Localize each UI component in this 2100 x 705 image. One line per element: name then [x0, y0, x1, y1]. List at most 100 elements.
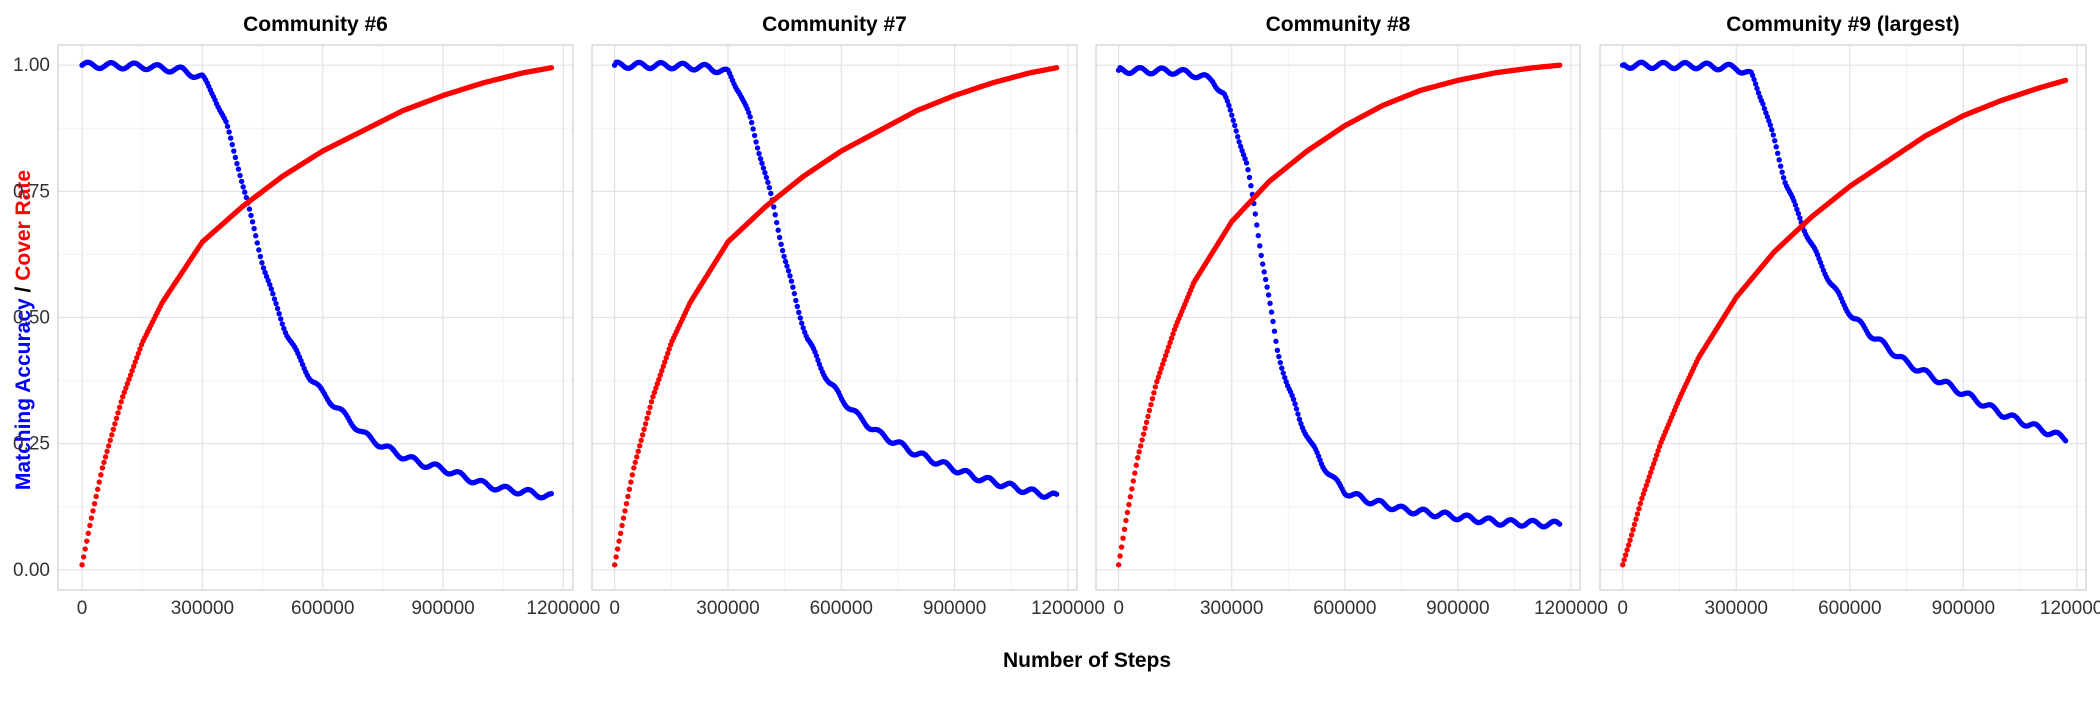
data-point: [124, 381, 131, 387]
data-point: [226, 129, 232, 135]
data-point: [1120, 535, 1126, 541]
panel-border: [1599, 44, 2087, 591]
x-tick-label: 0: [1617, 598, 1628, 619]
x-tick-label: 600000: [810, 598, 873, 619]
data-point: [1631, 521, 1638, 528]
data-point: [1643, 482, 1650, 489]
data-point: [1296, 416, 1303, 422]
data-point: [257, 253, 264, 260]
data-point: [748, 119, 755, 126]
series-2: [611, 65, 1060, 568]
data-point: [625, 493, 631, 500]
data-point: [1146, 407, 1153, 414]
x-tick-label: 300000: [1200, 598, 1263, 619]
data-point: [1261, 269, 1267, 275]
data-point: [129, 368, 135, 374]
data-point: [79, 562, 85, 568]
data-point: [84, 538, 90, 544]
data-point: [1642, 487, 1648, 493]
data-point: [1274, 347, 1281, 353]
data-point: [642, 421, 649, 427]
data-point: [115, 410, 121, 416]
data-point: [631, 465, 637, 471]
data-point: [1293, 406, 1300, 412]
data-point: [1271, 328, 1278, 334]
data-point: [637, 443, 643, 449]
data-point: [1160, 361, 1166, 367]
data-point: [1780, 174, 1787, 181]
data-point: [259, 260, 265, 266]
panel-title: Community #8: [1266, 13, 1411, 36]
data-point: [762, 170, 768, 176]
data-point: [1164, 348, 1170, 354]
data-point: [1639, 495, 1645, 502]
data-point: [1129, 486, 1135, 492]
data-point: [617, 530, 624, 536]
data-point: [118, 399, 124, 405]
data-point: [788, 278, 795, 284]
panel-title: Community #7: [762, 13, 907, 36]
data-point: [1255, 232, 1261, 239]
data-point: [134, 355, 140, 361]
data-point: [135, 350, 142, 357]
data-point: [82, 546, 88, 552]
data-point: [232, 154, 239, 161]
data-point: [779, 247, 786, 254]
data-point: [238, 178, 245, 185]
data-point: [763, 174, 770, 181]
data-point: [109, 432, 115, 438]
data-point: [1154, 378, 1160, 385]
y-tick-label: 1.00: [13, 55, 50, 76]
data-point: [754, 145, 761, 151]
data-point: [123, 385, 129, 391]
data-point: [1652, 456, 1658, 463]
data-point: [1630, 527, 1636, 533]
data-point: [1161, 357, 1167, 363]
data-point: [645, 410, 652, 416]
y-axis-title: Matching Accuracy / Cover Rate: [12, 170, 35, 490]
data-point: [651, 389, 658, 396]
data-point: [1265, 292, 1272, 298]
data-point: [237, 172, 243, 179]
data-point: [635, 448, 641, 455]
data-point: [796, 309, 802, 315]
series-1: [79, 59, 555, 501]
series-2: [79, 65, 555, 568]
data-point: [1770, 132, 1776, 138]
data-point: [1621, 557, 1627, 563]
data-point: [815, 357, 821, 363]
data-point: [229, 141, 235, 148]
series-1: [1115, 64, 1563, 530]
data-point: [1248, 183, 1254, 189]
data-point: [638, 437, 644, 444]
x-tick-label: 900000: [923, 598, 986, 619]
data-point: [1139, 437, 1145, 443]
data-point: [1767, 122, 1774, 128]
data-point: [1053, 491, 1060, 497]
data-point: [112, 421, 118, 427]
data-point: [1270, 318, 1276, 325]
data-point: [105, 443, 112, 449]
y-tick-label: 0.50: [13, 308, 50, 329]
data-point: [116, 404, 123, 410]
data-point: [1135, 455, 1141, 461]
x-tick-label: 900000: [411, 598, 474, 619]
y-axis-title-separator: /: [12, 281, 35, 299]
data-point: [647, 404, 653, 410]
data-point: [227, 135, 234, 141]
data-point: [96, 479, 102, 485]
data-point: [774, 219, 780, 226]
data-point: [132, 359, 138, 365]
data-point: [662, 359, 668, 365]
data-point: [98, 472, 104, 478]
data-point: [102, 454, 109, 460]
data-point: [1556, 521, 1563, 527]
data-point: [793, 297, 799, 304]
data-point: [1633, 516, 1639, 522]
data-point: [776, 234, 783, 241]
data-point: [1760, 101, 1766, 107]
data-point: [614, 546, 621, 552]
data-point: [1242, 156, 1248, 162]
data-point: [785, 268, 792, 274]
data-point: [784, 263, 790, 269]
